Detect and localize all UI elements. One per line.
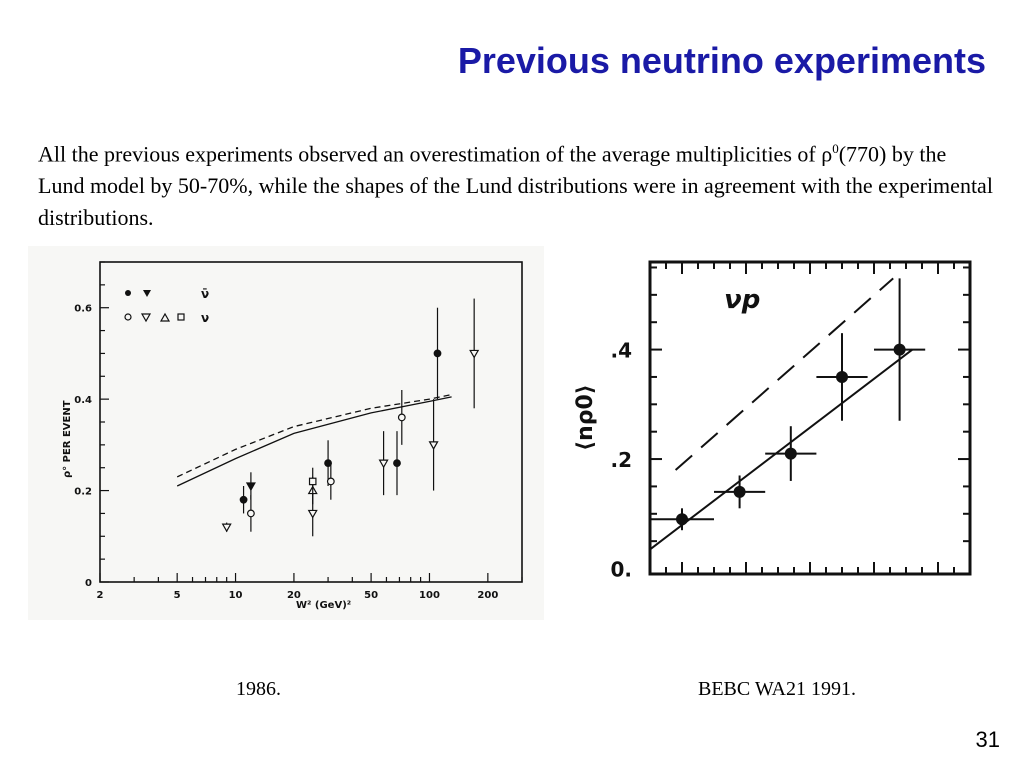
body-text-part-2: (770) by the Lund model by 50-70%, while… xyxy=(38,141,993,231)
left-y-tick-label: 0.6 xyxy=(74,304,92,315)
left-y-axis-label: ρ° PER EVENT xyxy=(62,400,73,478)
left-point-open-triangle-down xyxy=(307,509,318,519)
left-point-open-circle xyxy=(247,509,255,518)
legend-filled-circle-marker xyxy=(125,290,131,296)
left-y-tick-label: 0.2 xyxy=(74,487,92,498)
left-point-filled-circle xyxy=(393,459,401,468)
caption-right-bebc-wa21: BEBC WA21 1991. xyxy=(698,678,856,700)
right-y-tick-label: 0. xyxy=(610,558,632,582)
caption-left-1986: 1986. xyxy=(236,678,281,700)
left-point-open-circle xyxy=(326,477,335,486)
right-data-points xyxy=(650,278,926,531)
left-y-tick-label: 0 xyxy=(85,578,92,589)
right-y-tick-label: .2 xyxy=(610,448,632,472)
slide-title: Previous neutrino experiments xyxy=(457,40,986,81)
left-point-open-square xyxy=(308,477,317,486)
left-point-filled-triangle-down xyxy=(245,482,256,492)
left-x-tick-label: 50 xyxy=(364,590,378,601)
right-y-tick-labels: 0. .2 .4 xyxy=(610,339,632,582)
left-point-filled-circle xyxy=(239,495,248,504)
legend-filled-triangle-marker xyxy=(143,290,151,297)
legend-open-triangle-up-marker xyxy=(159,312,171,322)
left-x-tick-label: 2 xyxy=(97,590,104,601)
left-legend: ν̄ ν xyxy=(124,287,209,325)
left-curve-dashed xyxy=(176,393,452,478)
legend-antineutrino-label: ν̄ xyxy=(201,287,209,301)
legend-open-square-marker xyxy=(177,313,185,321)
left-x-tick-label: 100 xyxy=(419,590,440,601)
left-x-tick-label: 200 xyxy=(477,590,498,601)
right-model-lines xyxy=(649,277,914,551)
left-point-open-triangle-down xyxy=(469,349,480,359)
left-y-tick-label: 0.4 xyxy=(74,395,92,406)
left-point-open-triangle-down xyxy=(428,441,439,451)
left-x-tick-label: 20 xyxy=(287,590,301,601)
right-point-filled-circle xyxy=(836,370,848,383)
left-y-ticks: 0 0.2 0.4 0.6 xyxy=(74,261,109,589)
right-axis-ticks xyxy=(650,262,970,574)
right-point-filled-circle xyxy=(893,343,906,356)
right-point-filled-circle xyxy=(784,447,797,460)
body-text-superscript: 0 xyxy=(832,141,839,156)
right-chart-svg: 0. .2 .4 νp ⟨nρ0⟩ xyxy=(573,260,972,582)
right-point-filled-circle xyxy=(676,513,688,526)
left-point-filled-circle xyxy=(433,349,442,358)
right-plot-frame xyxy=(648,260,972,576)
legend-open-circle-marker xyxy=(124,313,132,321)
left-x-ticks: 2 5 10 20 50 100 200 xyxy=(97,573,523,601)
right-y-tick-label: .4 xyxy=(610,339,632,363)
right-line-solid xyxy=(649,348,914,551)
left-x-tick-label: 10 xyxy=(229,590,243,601)
right-chart-figure: 0. .2 .4 νp ⟨nρ0⟩ xyxy=(556,246,996,616)
right-point-filled-circle xyxy=(733,485,746,498)
left-x-axis-label: W² (GeV)² xyxy=(296,600,351,611)
page-number: 31 xyxy=(975,727,1000,752)
slide-body-text: All the previous experiments observed an… xyxy=(38,133,998,234)
left-point-open-triangle-down xyxy=(378,459,389,469)
left-x-tick-label: 5 xyxy=(174,590,181,601)
left-data-points xyxy=(221,298,480,537)
body-text-part-1: All the previous experiments observed an… xyxy=(38,141,833,167)
left-chart-figure: 2 5 10 20 50 100 200 0 0.2 0.4 0.6 ν̄ ν ρ° PER EV… xyxy=(28,246,544,620)
right-chart-title: νp xyxy=(724,285,760,315)
left-model-curves xyxy=(176,393,452,487)
right-line-dashed xyxy=(674,277,894,471)
legend-open-triangle-down-marker xyxy=(140,313,152,323)
left-point-open-triangle-down xyxy=(221,523,232,533)
left-point-open-circle xyxy=(397,413,406,422)
left-curve-solid xyxy=(176,396,452,487)
left-chart-svg: 2 5 10 20 50 100 200 0 0.2 0.4 0.6 ν̄ ν ρ° PER EV… xyxy=(62,261,523,611)
right-y-axis-label: ⟨nρ0⟩ xyxy=(573,384,598,451)
legend-neutrino-label: ν xyxy=(201,311,209,325)
